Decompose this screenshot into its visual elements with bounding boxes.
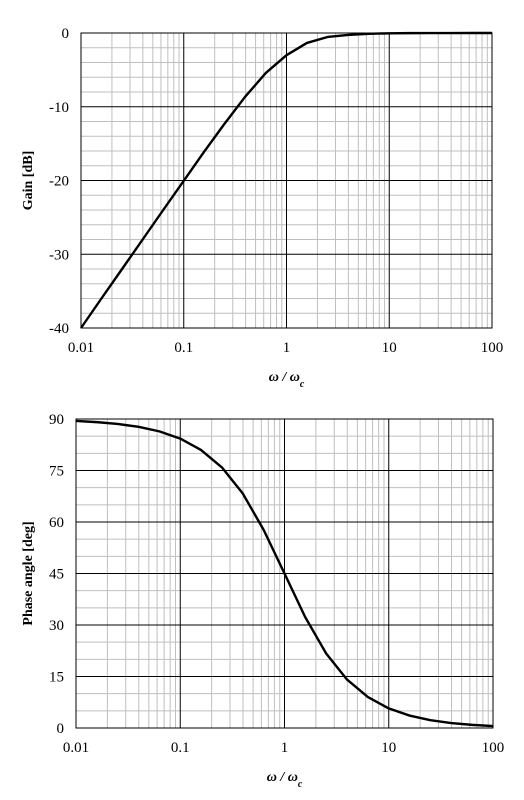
- y-tick-label: -30: [49, 247, 69, 263]
- gain-grid: [80, 32, 493, 329]
- y-tick-label: 30: [49, 618, 64, 634]
- phase-chart: 0 15 30 45 60 75 90 0.01 0.1 1 10 100 Phase angle …: [21, 412, 504, 790]
- phase-x-ticks: 0.01 0.1 1 10 100: [63, 740, 504, 756]
- y-tick-label: 15: [49, 670, 64, 686]
- y-tick-label: 75: [49, 464, 64, 480]
- x-tick-label: 10: [382, 340, 397, 356]
- gain-plot-area: [80, 32, 493, 329]
- x-tick-label: 0.01: [68, 340, 94, 356]
- x-tick-label: 1: [283, 340, 291, 356]
- phase-curve: [75, 419, 494, 728]
- gain-x-axis-label-sub: c: [300, 379, 305, 390]
- gain-chart: -40 -30 -20 -10 0 0.01 0.1 1 10 100 Gain [dB] ω …: [21, 26, 503, 390]
- x-tick-label: 100: [481, 340, 504, 356]
- gain-curve: [80, 31, 493, 329]
- y-tick-label: -40: [49, 321, 69, 337]
- y-tick-label: -10: [49, 100, 69, 116]
- y-tick-label: -20: [49, 174, 69, 190]
- phase-plot-area: [75, 418, 494, 729]
- y-tick-label: 45: [49, 567, 64, 583]
- phase-y-axis-label: Phase angle [deg]: [21, 521, 36, 625]
- gain-y-ticks: -40 -30 -20 -10 0: [49, 26, 69, 337]
- x-tick-label: 100: [482, 740, 505, 756]
- gain-x-axis-label-main: ω / ω: [269, 370, 300, 385]
- x-tick-label: 0.01: [63, 740, 89, 756]
- gain-x-ticks: 0.01 0.1 1 10 100: [68, 340, 503, 356]
- gain-y-axis-label: Gain [dB]: [21, 151, 36, 211]
- x-tick-label: 0.1: [171, 740, 190, 756]
- y-tick-label: 60: [49, 515, 64, 531]
- x-tick-label: 1: [281, 740, 289, 756]
- y-tick-label: 90: [49, 412, 64, 428]
- x-tick-label: 0.1: [174, 340, 193, 356]
- y-tick-label: 0: [62, 26, 70, 42]
- phase-x-axis-label: ω / ωc: [267, 770, 303, 790]
- gain-x-axis-label: ω / ωc: [269, 370, 305, 390]
- phase-x-axis-label-sub: c: [298, 779, 303, 790]
- phase-y-ticks: 0 15 30 45 60 75 90: [49, 412, 64, 737]
- x-tick-label: 10: [381, 740, 396, 756]
- phase-x-axis-label-main: ω / ω: [267, 770, 298, 785]
- y-tick-label: 0: [57, 721, 65, 737]
